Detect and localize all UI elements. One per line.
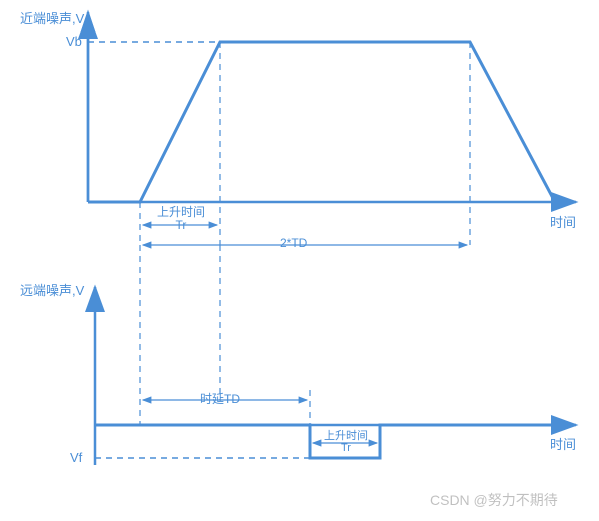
vf-label: Vf <box>70 450 82 465</box>
bot-time-label: 时间 <box>550 434 576 453</box>
watermark: CSDN @努力不期待 <box>430 490 558 510</box>
top-time-label: 时间 <box>550 212 576 231</box>
vb-label: Vb <box>66 34 82 49</box>
bot-tr-label: 上升时间 Tr <box>318 430 374 454</box>
far-end-title: 远端噪声,V <box>20 280 84 299</box>
two-td-label: 2*TD <box>280 236 307 250</box>
top-tr-label: 上升时间 Tr <box>153 206 209 232</box>
td-label: 时延TD <box>200 390 240 407</box>
near-end-signal <box>88 42 555 202</box>
near-end-title: 近端噪声,V <box>20 8 84 27</box>
